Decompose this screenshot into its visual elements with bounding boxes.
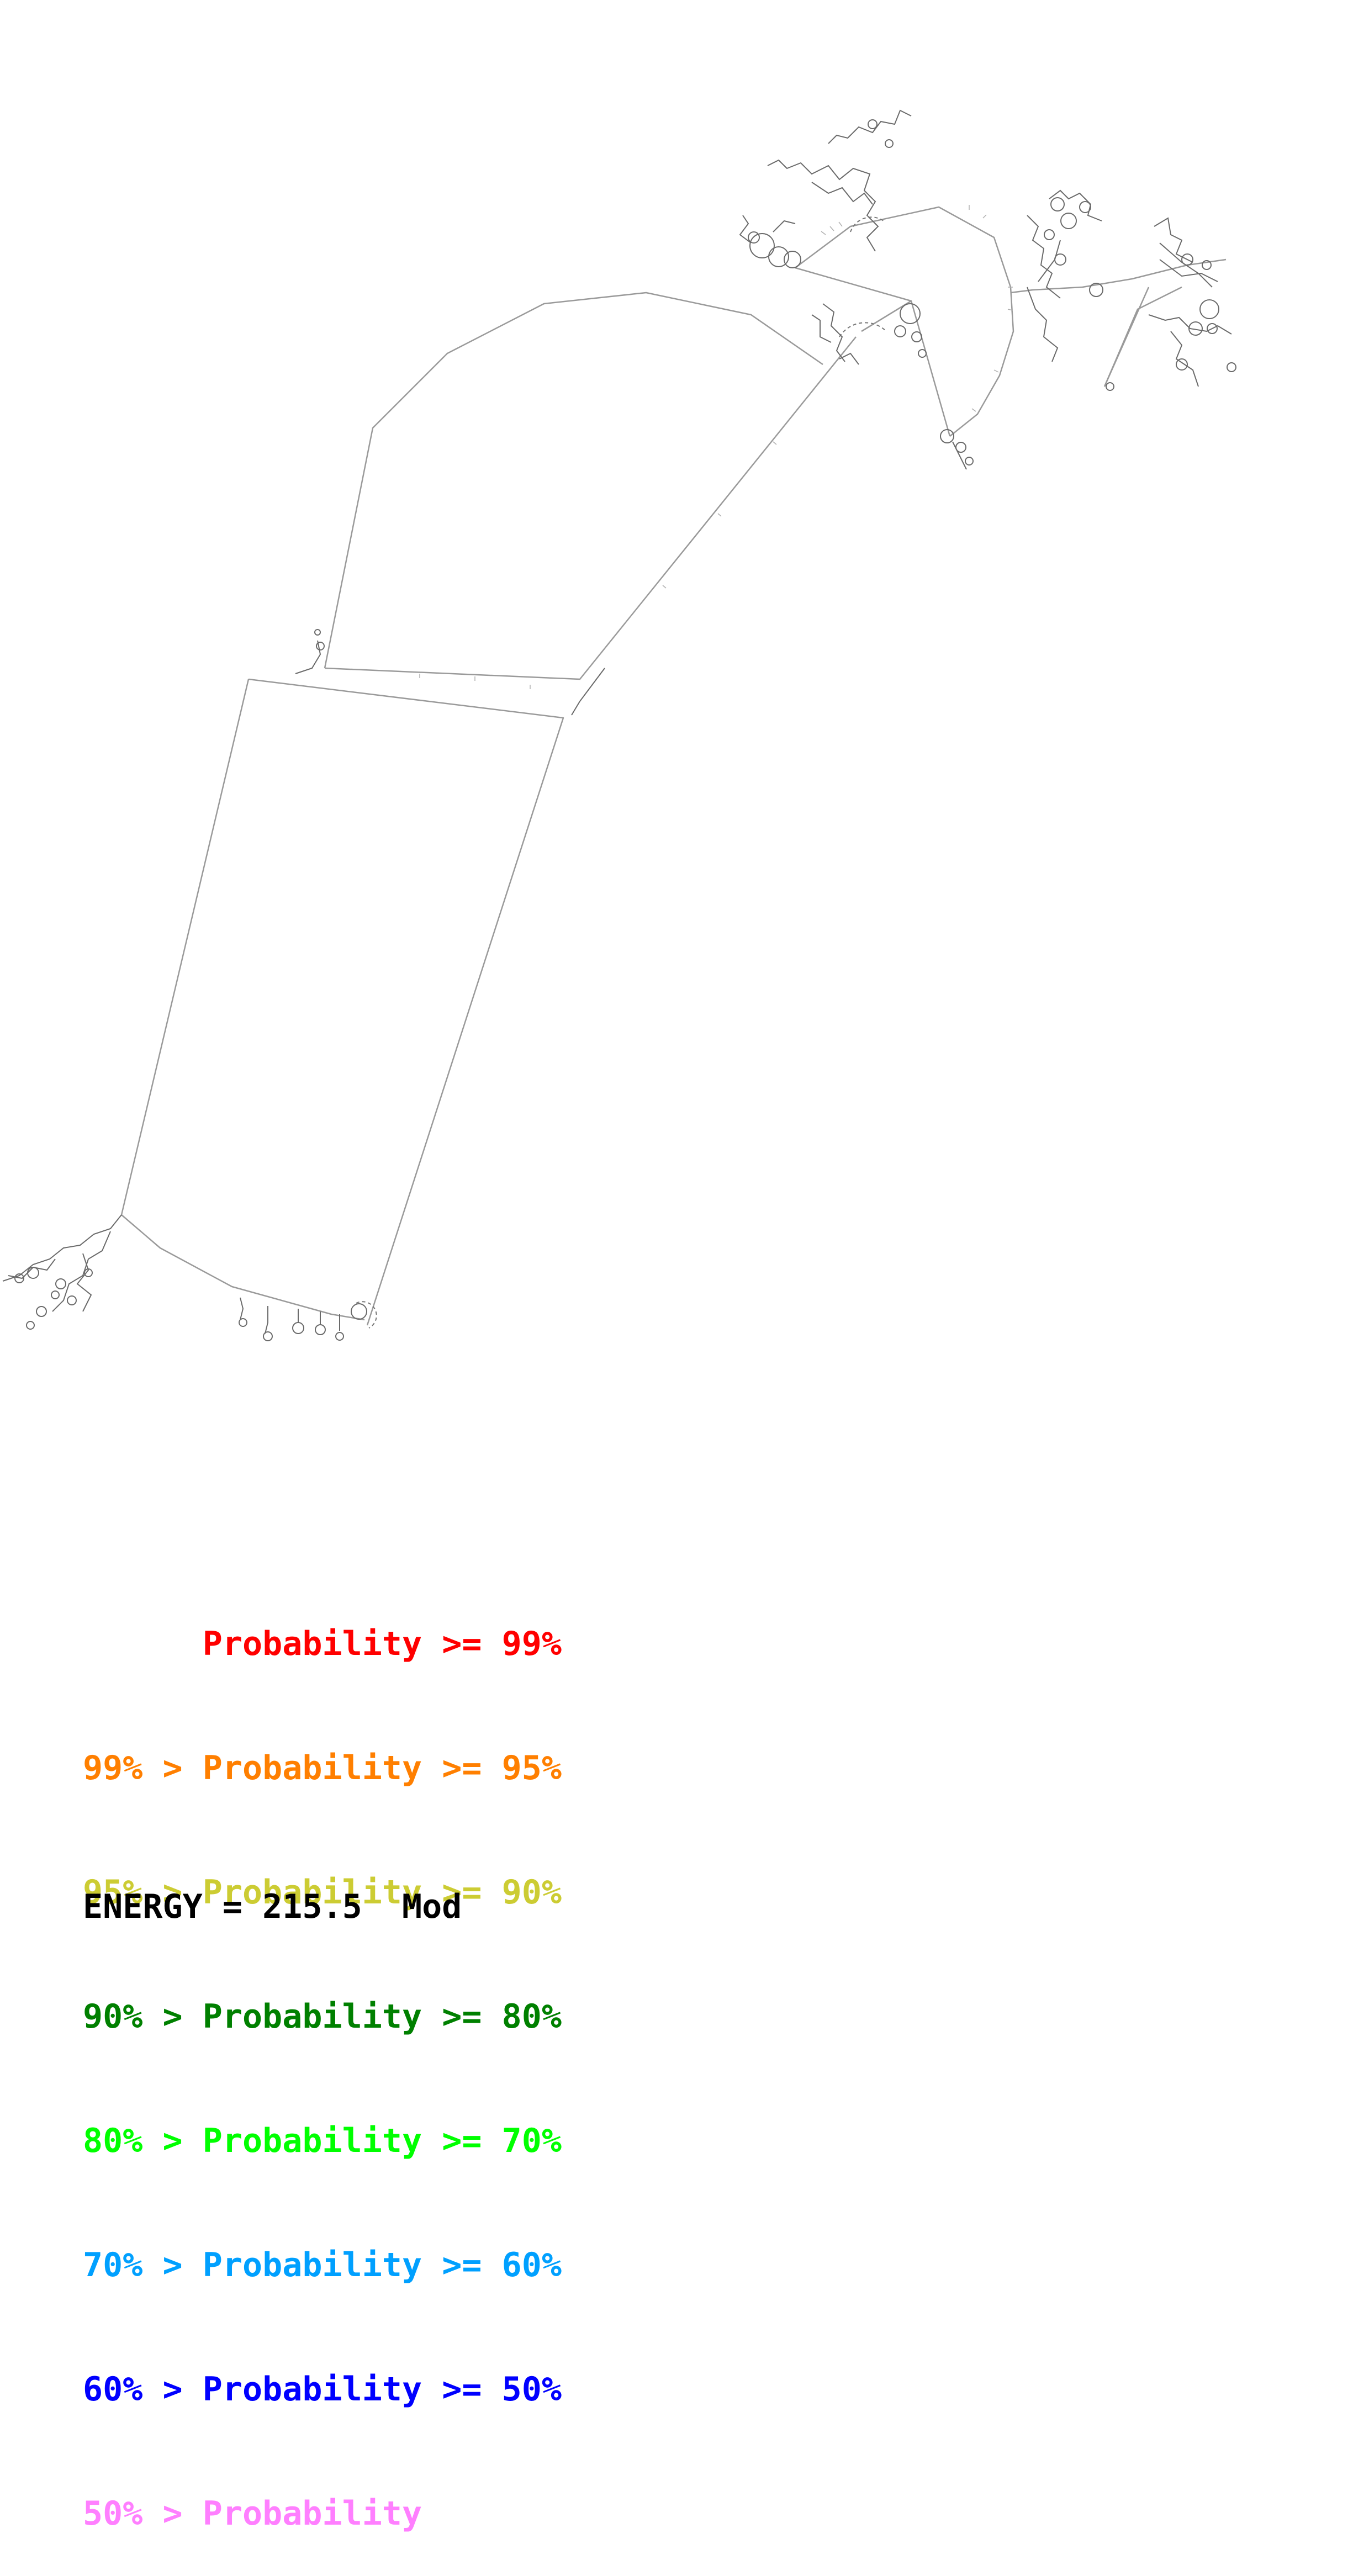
legend-item-95: 99% > Probability >= 95% [83, 1749, 562, 1787]
energy-label: ENERGY = 215.5 Mod [83, 1887, 462, 1926]
legend-item-90: 95% > Probability >= 90% [83, 1873, 562, 1912]
hairpin-clusters [2, 109, 1236, 1341]
legend-item-50: 60% > Probability >= 50% [83, 2370, 562, 2409]
base-pair-ticks [419, 205, 1013, 689]
dashed-loops [356, 216, 887, 1329]
legend-item-70: 80% > Probability >= 70% [83, 2122, 562, 2160]
rna-secondary-structure [2, 109, 1236, 1341]
probability-legend: Probability >= 99% 99% > Probability >= … [83, 1541, 562, 2576]
legend-item-99: Probability >= 99% [83, 1625, 562, 1663]
legend-item-80: 90% > Probability >= 80% [83, 1997, 562, 2036]
legend-item-below-50: 50% > Probability [83, 2494, 422, 2533]
legend-item-60: 70% > Probability >= 60% [83, 2246, 562, 2284]
backbone [120, 206, 1227, 1326]
